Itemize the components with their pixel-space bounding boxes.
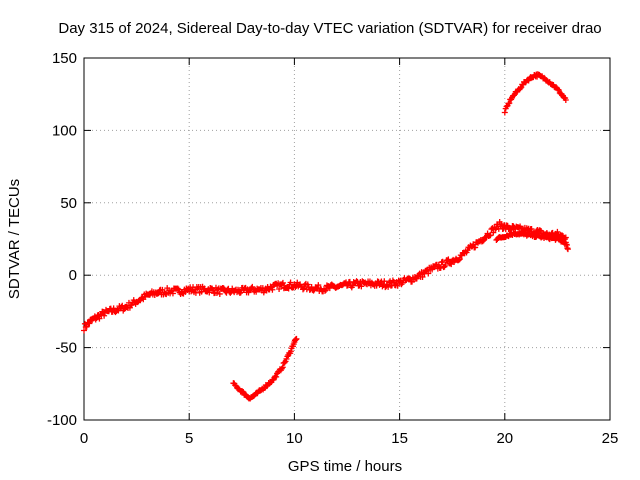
data-point [425, 270, 432, 277]
y-axis-label: SDTVAR / TECUs [6, 179, 23, 299]
data-point [304, 281, 311, 288]
x-axis-label: GPS time / hours [288, 458, 402, 475]
data-point [101, 312, 108, 319]
data-point [528, 226, 535, 233]
y-tick-label: -100 [47, 412, 77, 429]
data-point [188, 288, 195, 295]
data-point [96, 315, 103, 322]
data-point [249, 283, 256, 290]
data-point [385, 283, 392, 290]
data-point [276, 286, 283, 293]
y-tick-label: 150 [52, 50, 77, 67]
data-point [273, 373, 280, 380]
data-point [437, 264, 444, 271]
data-point [510, 92, 517, 99]
data-point [442, 262, 449, 269]
data-point [263, 383, 270, 390]
data-point [81, 327, 87, 334]
data-point [555, 87, 562, 94]
data-point [394, 282, 401, 289]
x-tick-label: 10 [286, 430, 303, 447]
data-point [300, 285, 307, 292]
data-point [387, 278, 394, 285]
series-main-band [81, 218, 569, 334]
data-point [562, 96, 569, 103]
series-evening-high-arc [501, 71, 569, 116]
data-point [310, 287, 317, 294]
data-point [119, 302, 126, 309]
data-series [81, 71, 571, 402]
data-point [213, 289, 220, 296]
data-point [322, 287, 329, 294]
y-tick-label: 50 [60, 195, 77, 212]
data-point [169, 290, 176, 297]
data-point [206, 289, 213, 296]
x-axis-ticks: 0 5 10 15 20 25 [80, 58, 619, 447]
x-tick-label: 25 [602, 430, 619, 447]
data-point [174, 285, 181, 292]
data-point [326, 285, 333, 292]
y-axis-ticks: -100 -50 0 50 100 150 [47, 50, 610, 429]
data-point [315, 282, 322, 289]
data-point [279, 364, 286, 371]
data-point [124, 304, 131, 311]
y-tick-label: 100 [52, 122, 77, 139]
data-point [285, 285, 292, 292]
data-point [506, 100, 513, 107]
data-point [86, 320, 93, 327]
y-tick-label: 0 [69, 267, 77, 284]
x-tick-label: 15 [391, 430, 408, 447]
data-point [517, 85, 524, 92]
data-point [216, 290, 223, 297]
data-point [381, 278, 388, 285]
data-point [279, 279, 286, 286]
data-point [503, 103, 510, 110]
data-point [373, 282, 380, 289]
data-point [358, 283, 365, 290]
data-point [236, 290, 243, 297]
data-point [559, 232, 566, 239]
data-point [501, 109, 508, 116]
y-tick-label: -50 [55, 340, 77, 357]
data-point [83, 323, 90, 330]
data-point [98, 311, 105, 318]
data-point [439, 258, 446, 265]
data-point [429, 266, 436, 273]
data-point [287, 279, 294, 286]
data-point [353, 278, 360, 285]
x-tick-label: 0 [80, 430, 88, 447]
x-tick-label: 5 [185, 430, 193, 447]
series-lower-band [493, 229, 571, 253]
x-tick-label: 20 [496, 430, 513, 447]
data-point [322, 286, 329, 293]
chart-title: Day 315 of 2024, Sidereal Day-to-day VTE… [58, 20, 601, 37]
data-point [269, 286, 276, 293]
data-point [472, 244, 479, 251]
data-point [564, 246, 571, 253]
data-point [240, 389, 247, 396]
data-point [419, 273, 426, 280]
data-point [292, 284, 299, 291]
data-point [214, 286, 221, 293]
series-morning-dip-arc [230, 335, 300, 402]
data-point [281, 359, 288, 366]
data-point [455, 256, 462, 263]
data-point [456, 256, 463, 263]
data-point [239, 388, 246, 395]
plot-frame [83, 57, 611, 421]
data-point [490, 229, 497, 236]
data-point [549, 229, 556, 236]
data-point [413, 275, 420, 282]
data-point [479, 238, 486, 245]
data-point [278, 281, 285, 288]
data-point [554, 228, 561, 235]
data-point [293, 335, 300, 342]
data-point [287, 348, 294, 355]
grid-lines [84, 58, 610, 420]
data-point [175, 286, 182, 293]
